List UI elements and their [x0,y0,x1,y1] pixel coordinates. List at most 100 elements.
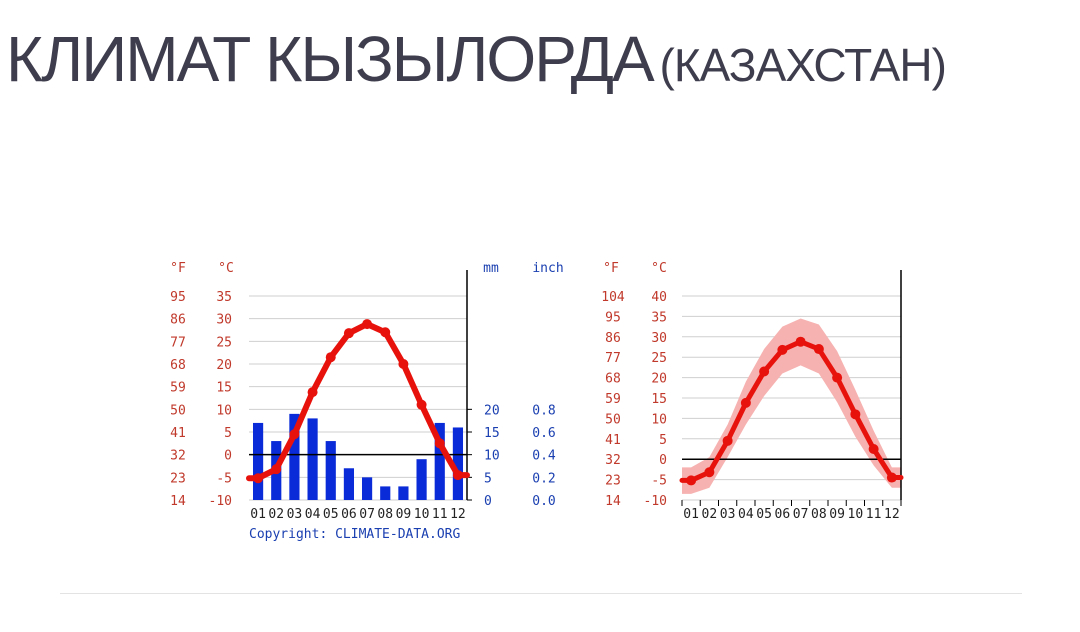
tick-label-c: 25 [216,335,232,350]
tick-label-inch: 0.8 [532,403,555,418]
tick-label-inch: 0.6 [532,426,555,441]
tick-label-c: -10 [209,494,232,509]
month-label: 09 [396,507,412,522]
unit-label-f: °F [170,261,186,276]
unit-label-f: °F [603,261,619,276]
tick-label-c: 35 [651,310,667,325]
month-label: 11 [866,507,882,522]
page-title-main: КЛИМАТ КЫЗЫЛОРДА [6,23,655,95]
temperature-point [886,472,897,483]
tick-label-mm: 0 [484,494,492,509]
temperature-point [434,438,445,449]
tick-label-inch: 0.2 [532,471,555,486]
month-label: 09 [829,507,845,522]
month-label: 03 [720,507,736,522]
month-label: 04 [738,507,754,522]
precip-bar [361,477,373,500]
month-label: 04 [305,507,321,522]
temperature-graph: 104 40 95 35 86 30 77 25 68 20 59 15 50 10 41 5 32 0 23 -5 1… [601,261,904,522]
tick-label-c: 30 [216,313,232,328]
temperature-point [307,387,318,398]
temperature-point [722,435,733,446]
tick-label-f: 32 [170,449,186,464]
temperature-point [271,464,282,475]
tick-label-f: 95 [605,310,621,325]
tick-label-c: 35 [216,290,232,305]
temperature-point [452,470,463,481]
tick-label-f: 14 [605,494,621,509]
copyright-label: Copyright: CLIMATE-DATA.ORG [249,527,460,542]
month-label: 06 [775,507,791,522]
tick-label-f: 77 [605,351,621,366]
page-title: КЛИМАТ КЫЗЫЛОРДА (КАЗАХСТАН) [6,22,947,96]
month-label: 01 [250,507,266,522]
tick-label-f: 41 [170,426,186,441]
tick-label-mm: 20 [484,403,500,418]
temperature-point [325,352,336,363]
temperature-point [686,475,697,486]
temperature-line [246,321,470,482]
unit-label-c: °C [218,261,234,276]
temperature-point [362,319,373,330]
precip-bar [398,486,409,500]
tick-label-c: 10 [216,403,232,418]
temperature-line [679,339,904,483]
unit-label-inch: inch [532,261,563,276]
temperature-point [759,366,770,377]
tick-label-c: 0 [659,453,667,468]
month-label: 05 [756,507,772,522]
month-label: 12 [450,507,466,522]
temperature-point [777,344,788,355]
month-label: 03 [287,507,303,522]
precip-bar [252,422,264,500]
tick-label-c: 25 [651,351,667,366]
temperature-point [289,429,300,440]
precip-bar [416,459,427,500]
tick-label-f: 68 [605,372,621,387]
tick-label-c: -10 [644,494,667,509]
tick-label-c: 10 [651,412,667,427]
tick-label-mm: 15 [484,426,500,441]
tick-label-inch: 0.4 [532,449,556,464]
temperature-point [813,344,824,355]
temperature-point [832,372,843,383]
temperature-point [850,409,861,420]
temperature-point [343,328,354,339]
page-title-country: (КАЗАХСТАН) [659,39,947,91]
month-label: 08 [377,507,393,522]
precip-bar [452,427,464,500]
tick-label-c: 0 [224,449,232,464]
tick-label-c: 15 [216,381,232,396]
month-label: 07 [793,507,809,522]
temperature-point [416,399,427,410]
divider [60,593,1022,594]
temperature-point [380,327,391,338]
tick-label-c: 30 [651,331,667,346]
tick-label-f: 86 [605,331,621,346]
tick-label-inch: 0.0 [532,494,555,509]
month-label: 10 [848,507,864,522]
tick-label-mm: 10 [484,449,500,464]
month-label: 12 [884,507,900,522]
temperature-point [704,467,715,478]
tick-label-c: -5 [651,474,667,489]
precip-bar [325,441,336,500]
tick-label-f: 50 [170,403,186,418]
temperature-point [398,359,409,369]
precip-bar [289,413,300,500]
tick-label-f: 86 [170,313,186,328]
precip-bar [434,422,445,500]
month-label: 10 [414,507,430,522]
tick-label-f: 41 [605,433,621,448]
month-label: 05 [323,507,339,522]
month-label: 11 [432,507,448,522]
month-label: 01 [683,507,699,522]
month-label: 07 [359,507,375,522]
tick-label-c: 20 [216,358,232,373]
month-label: 02 [268,507,284,522]
tick-label-c: 5 [659,433,667,448]
unit-label-mm: mm [483,261,499,276]
tick-label-f: 68 [170,358,186,373]
